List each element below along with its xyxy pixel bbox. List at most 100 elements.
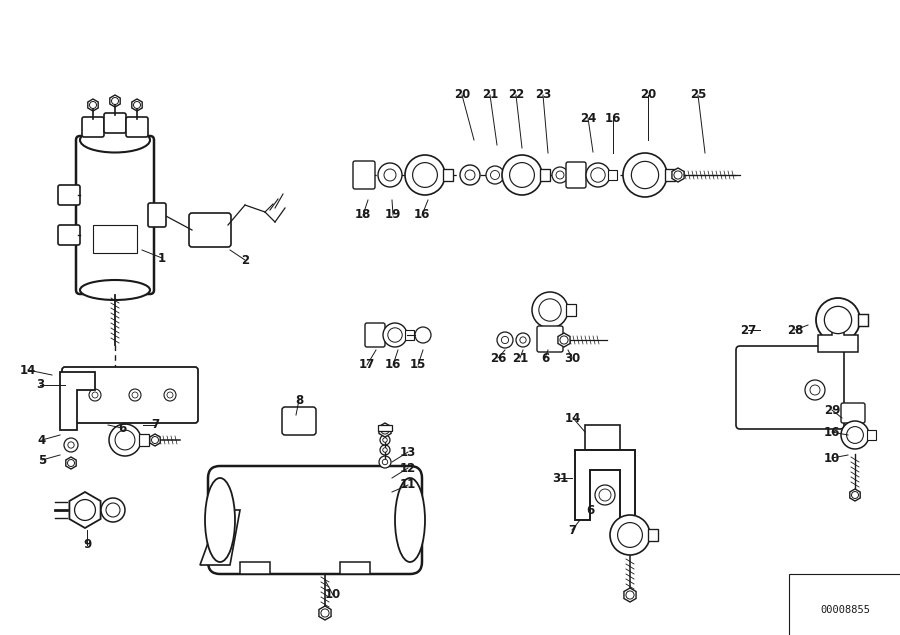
Polygon shape	[131, 99, 142, 111]
Circle shape	[851, 491, 859, 498]
Circle shape	[599, 489, 611, 501]
Circle shape	[841, 421, 869, 449]
Polygon shape	[540, 169, 550, 181]
Text: 26: 26	[490, 352, 506, 364]
Text: 19: 19	[385, 208, 401, 222]
Circle shape	[382, 459, 388, 465]
Text: 24: 24	[580, 112, 596, 124]
Text: 25: 25	[689, 88, 706, 102]
Text: 14: 14	[20, 363, 36, 377]
Circle shape	[388, 328, 402, 342]
Circle shape	[824, 306, 851, 333]
Polygon shape	[139, 434, 149, 446]
Circle shape	[383, 323, 407, 347]
Circle shape	[68, 442, 74, 448]
Circle shape	[133, 102, 140, 109]
Circle shape	[810, 385, 820, 395]
Circle shape	[412, 163, 437, 187]
Text: 10: 10	[824, 451, 840, 464]
Text: 4: 4	[38, 434, 46, 446]
Polygon shape	[624, 588, 636, 602]
FancyBboxPatch shape	[82, 117, 104, 137]
Ellipse shape	[395, 478, 425, 562]
Circle shape	[595, 485, 615, 505]
Text: 20: 20	[454, 88, 470, 102]
Text: 30: 30	[564, 352, 580, 364]
Circle shape	[632, 161, 659, 189]
Text: 6: 6	[118, 422, 126, 434]
Circle shape	[623, 153, 667, 197]
Text: 16: 16	[385, 359, 401, 371]
Circle shape	[101, 498, 125, 522]
Circle shape	[112, 98, 119, 105]
Circle shape	[164, 389, 176, 401]
Circle shape	[384, 169, 396, 181]
FancyBboxPatch shape	[58, 225, 80, 245]
FancyBboxPatch shape	[58, 185, 80, 205]
Text: 31: 31	[552, 472, 568, 485]
Polygon shape	[558, 333, 570, 347]
Circle shape	[539, 299, 562, 321]
Polygon shape	[405, 330, 414, 340]
Polygon shape	[69, 492, 101, 528]
Circle shape	[491, 171, 500, 180]
Polygon shape	[858, 314, 868, 326]
Polygon shape	[672, 168, 684, 182]
Circle shape	[89, 102, 96, 109]
Bar	[240, 562, 270, 574]
Polygon shape	[648, 529, 658, 541]
Circle shape	[380, 445, 390, 455]
Polygon shape	[867, 430, 876, 440]
Circle shape	[68, 460, 75, 467]
Text: 14: 14	[565, 411, 581, 425]
Text: 22: 22	[508, 88, 524, 102]
Text: 6: 6	[541, 352, 549, 364]
Circle shape	[516, 333, 530, 347]
Text: 3: 3	[36, 378, 44, 392]
Text: 2: 2	[241, 253, 249, 267]
Text: 29: 29	[824, 403, 841, 417]
Polygon shape	[60, 372, 95, 430]
Polygon shape	[66, 457, 77, 469]
FancyBboxPatch shape	[841, 403, 865, 423]
Circle shape	[379, 456, 391, 468]
Circle shape	[674, 171, 682, 179]
Circle shape	[502, 155, 542, 195]
FancyBboxPatch shape	[62, 367, 198, 423]
Text: 8: 8	[295, 394, 303, 406]
FancyBboxPatch shape	[353, 161, 375, 189]
Polygon shape	[665, 169, 675, 181]
Circle shape	[552, 167, 568, 183]
Circle shape	[610, 515, 650, 555]
FancyBboxPatch shape	[126, 117, 148, 137]
Circle shape	[501, 337, 508, 344]
FancyBboxPatch shape	[282, 407, 316, 435]
Text: 18: 18	[355, 208, 371, 222]
FancyBboxPatch shape	[148, 203, 166, 227]
Polygon shape	[110, 95, 121, 107]
Circle shape	[460, 165, 480, 185]
Text: 17: 17	[359, 359, 375, 371]
Bar	[340, 562, 370, 574]
Text: 16: 16	[414, 208, 430, 222]
Text: 6: 6	[586, 504, 594, 516]
Circle shape	[520, 337, 526, 343]
Circle shape	[382, 448, 387, 452]
Circle shape	[486, 166, 504, 184]
FancyBboxPatch shape	[104, 113, 126, 133]
Text: 9: 9	[83, 538, 91, 552]
Circle shape	[92, 392, 98, 398]
Circle shape	[381, 426, 389, 434]
FancyBboxPatch shape	[537, 326, 563, 352]
Circle shape	[75, 500, 95, 521]
Text: 20: 20	[640, 88, 656, 102]
Text: 23: 23	[535, 88, 551, 102]
Text: 10: 10	[325, 589, 341, 601]
Circle shape	[106, 503, 120, 517]
Text: 16: 16	[605, 112, 621, 124]
FancyBboxPatch shape	[76, 136, 154, 294]
Text: 00008855: 00008855	[820, 605, 870, 615]
Text: 13: 13	[400, 446, 416, 458]
Polygon shape	[443, 169, 453, 181]
Ellipse shape	[80, 280, 150, 300]
